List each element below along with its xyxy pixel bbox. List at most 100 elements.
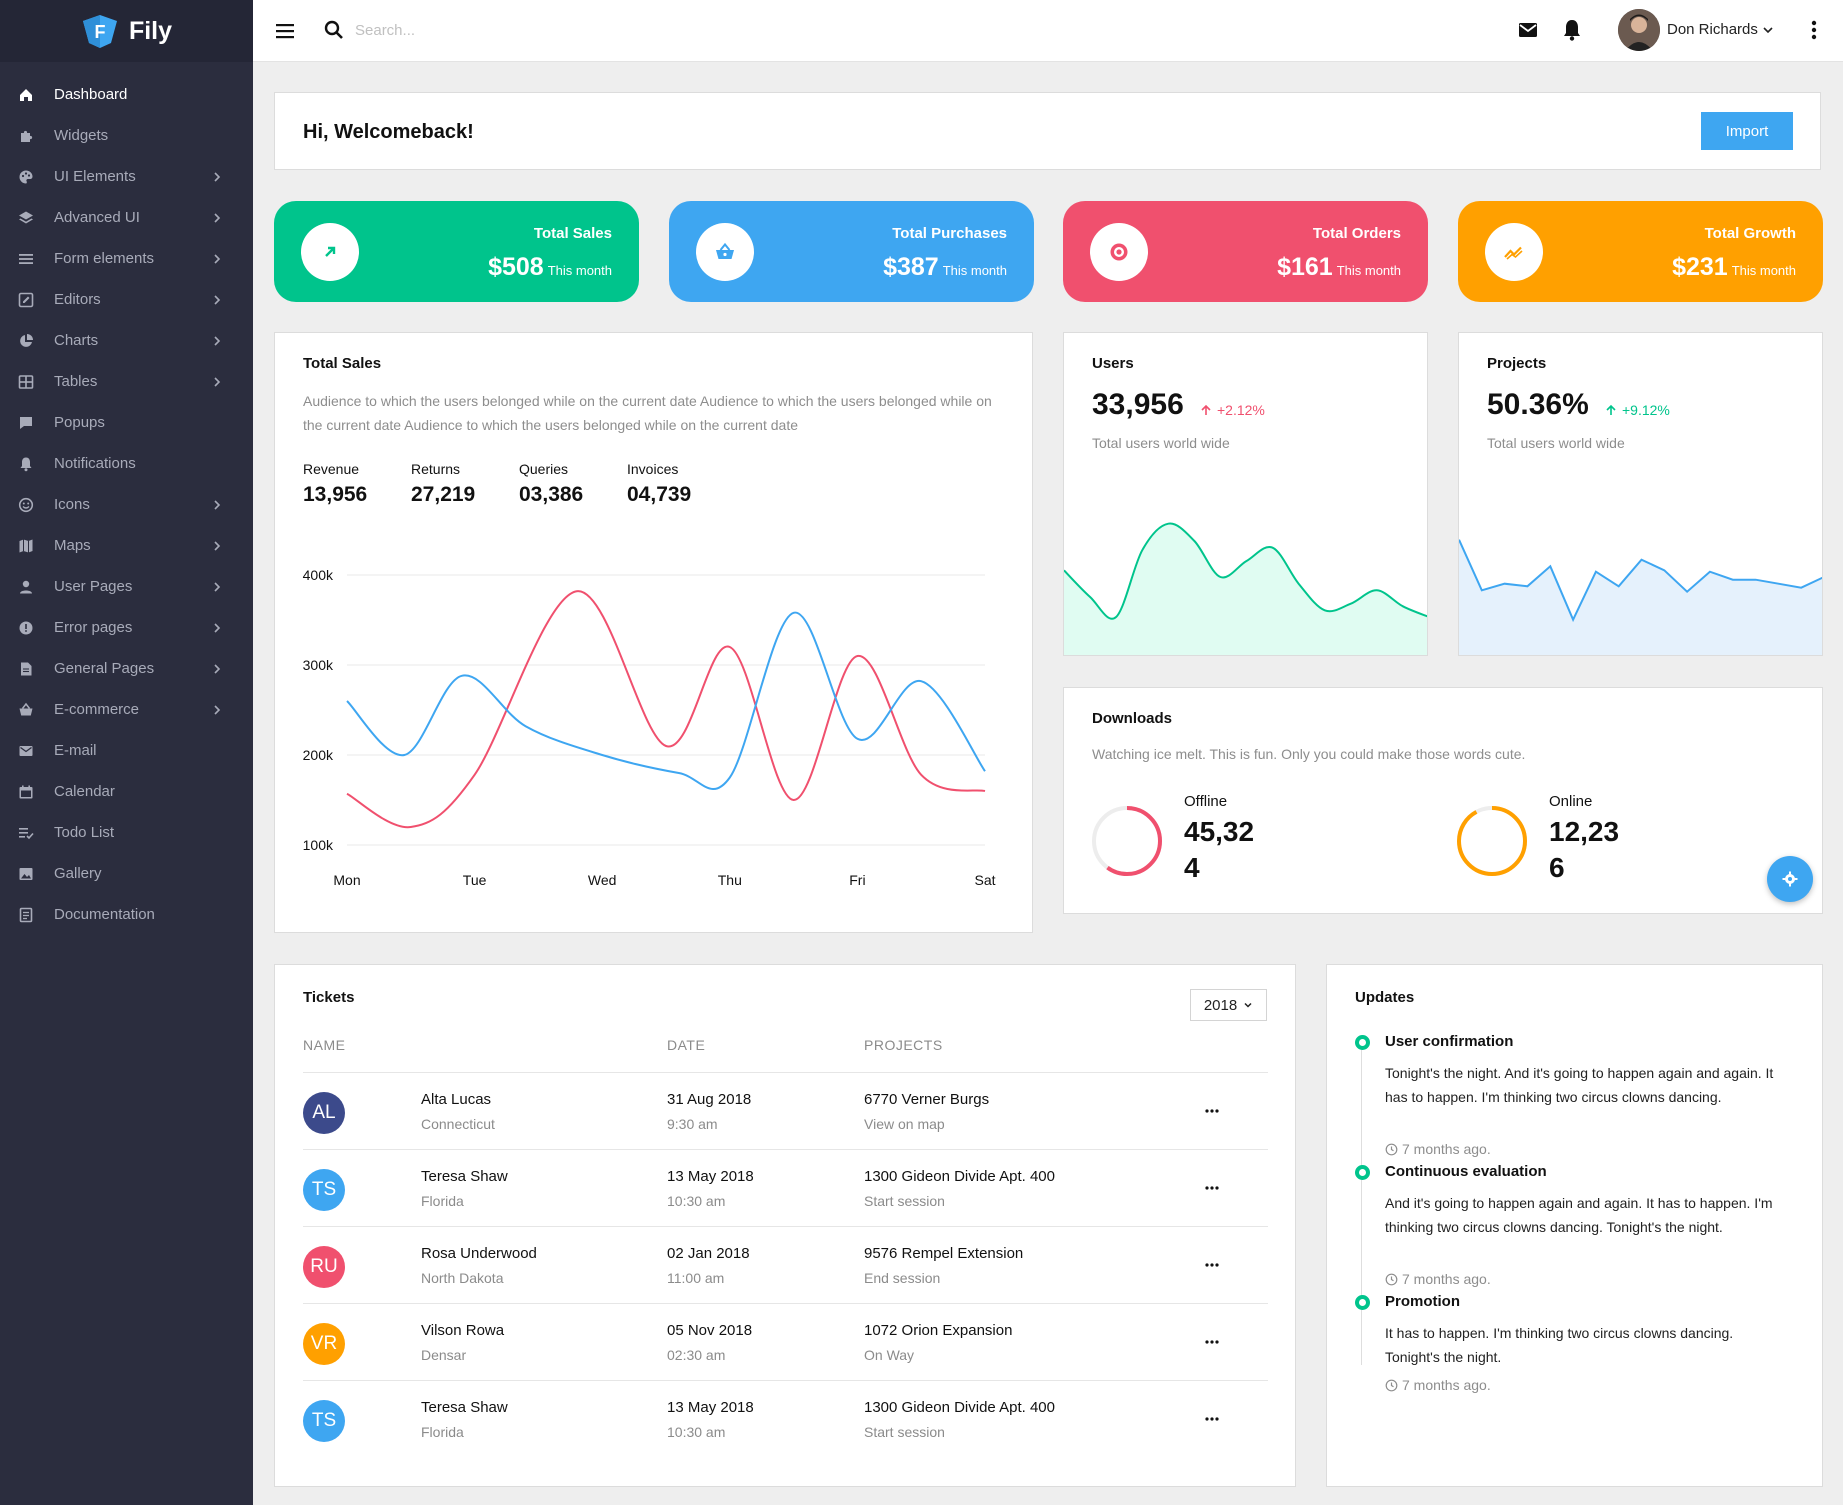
ticket-time: 9:30 am <box>667 1116 718 1132</box>
search-icon[interactable] <box>323 19 345 41</box>
ticket-project-action[interactable]: End session <box>864 1270 941 1286</box>
more-horizontal-icon[interactable] <box>1204 1107 1220 1115</box>
ticket-project-action[interactable]: View on map <box>864 1116 945 1132</box>
timeline-dot <box>1355 1035 1370 1050</box>
sidebar-item-dashboard[interactable]: Dashboard <box>0 74 253 115</box>
sidebar-item-icons[interactable]: Icons <box>0 484 253 525</box>
brand-name: Fily <box>128 16 173 45</box>
stat-card-total-purchases[interactable]: Total Purchases $387 This month <box>669 201 1034 302</box>
bell-icon[interactable] <box>1561 18 1583 42</box>
sidebar-item-tables[interactable]: Tables <box>0 361 253 402</box>
user-name[interactable]: Don Richards <box>1667 21 1758 38</box>
sidebar-item-gallery[interactable]: Gallery <box>0 853 253 894</box>
chevron-right-icon <box>214 664 221 674</box>
sidebar-item-todo-list[interactable]: Todo List <box>0 812 253 853</box>
update-time-text: 7 months ago. <box>1402 1271 1491 1287</box>
sidebar-item-ui-elements[interactable]: UI Elements <box>0 156 253 197</box>
table-row[interactable]: RU Rosa Underwood North Dakota 02 Jan 2018 1… <box>303 1226 1268 1303</box>
ticket-project-action[interactable]: Start session <box>864 1424 945 1440</box>
more-horizontal-icon[interactable] <box>1204 1338 1220 1346</box>
sidebar-item-e-commerce[interactable]: E-commerce <box>0 689 253 730</box>
sidebar-item-label: Dashboard <box>54 86 128 103</box>
metric-value: 13,956 <box>303 483 368 506</box>
more-vertical-icon[interactable] <box>1806 18 1822 42</box>
sidebar-item-general-pages[interactable]: General Pages <box>0 648 253 689</box>
hamburger-menu-icon[interactable] <box>274 20 296 42</box>
update-time: 7 months ago. <box>1385 1377 1491 1393</box>
chevron-right-icon <box>214 254 221 264</box>
ticket-time: 10:30 am <box>667 1424 726 1440</box>
palette-icon <box>18 169 34 185</box>
x-tick-label: Wed <box>588 872 617 888</box>
year-select[interactable]: 2018 <box>1190 989 1267 1021</box>
sidebar-item-calendar[interactable]: Calendar <box>0 771 253 812</box>
more-horizontal-icon[interactable] <box>1204 1184 1220 1192</box>
sidebar-item-widgets[interactable]: Widgets <box>0 115 253 156</box>
online-progress-ring <box>1457 806 1527 876</box>
timeline-dot <box>1355 1295 1370 1310</box>
update-time: 7 months ago. <box>1385 1141 1491 1157</box>
topbar: Don Richards <box>253 0 1843 62</box>
stat-card-total-growth[interactable]: Total Growth $231 This month <box>1458 201 1823 302</box>
sidebar-item-documentation[interactable]: Documentation <box>0 894 253 935</box>
sidebar-item-maps[interactable]: Maps <box>0 525 253 566</box>
ticket-location: Florida <box>421 1193 464 1209</box>
user-avatar[interactable] <box>1618 9 1660 51</box>
stat-value: $387 <box>883 253 939 281</box>
avatar: RU <box>303 1246 345 1288</box>
sidebar-item-form-elements[interactable]: Form elements <box>0 238 253 279</box>
calendar-icon <box>18 784 34 800</box>
projects-area-chart <box>1459 539 1822 655</box>
sales-description: Audience to which the users belonged whi… <box>303 393 992 433</box>
sidebar-item-label: Icons <box>54 496 90 513</box>
offline-value: 45,324 <box>1184 816 1255 883</box>
sidebar-item-error-pages[interactable]: Error pages <box>0 607 253 648</box>
area-line <box>1459 539 1822 623</box>
sidebar-item-charts[interactable]: Charts <box>0 320 253 361</box>
ticket-project-action[interactable]: Start session <box>864 1193 945 1209</box>
stat-label: Total Orders <box>1312 225 1401 242</box>
import-button[interactable]: Import <box>1701 112 1793 150</box>
stat-card-total-orders[interactable]: Total Orders $161 This month <box>1063 201 1428 302</box>
sidebar-item-e-mail[interactable]: E-mail <box>0 730 253 771</box>
ticket-time: 10:30 am <box>667 1193 726 1209</box>
area-fill <box>1459 539 1822 655</box>
ticket-project: 6770 Verner Burgs <box>864 1091 990 1108</box>
chevron-down-icon[interactable] <box>1762 24 1774 36</box>
table-row[interactable]: AL Alta Lucas Connecticut 31 Aug 2018 9:30 a… <box>303 1072 1268 1149</box>
ticket-date: 05 Nov 2018 <box>667 1322 753 1339</box>
metric-invoices: Invoices 04,739 <box>627 461 691 507</box>
y-tick-label: 300k <box>303 657 334 673</box>
column-header-name[interactable]: NAME <box>303 1037 346 1053</box>
more-horizontal-icon[interactable] <box>1204 1415 1220 1423</box>
mail-icon[interactable] <box>1517 19 1539 41</box>
brand[interactable]: F Fily <box>0 0 253 62</box>
sidebar-item-editors[interactable]: Editors <box>0 279 253 320</box>
stat-card-total-sales[interactable]: Total Sales $508 This month <box>274 201 639 302</box>
ticket-time: 02:30 am <box>667 1347 726 1363</box>
checklist-icon <box>18 825 34 841</box>
users-delta-value: +2.12% <box>1217 402 1265 418</box>
sidebar-item-user-pages[interactable]: User Pages <box>0 566 253 607</box>
sidebar-item-notifications[interactable]: Notifications <box>0 443 253 484</box>
update-title: Continuous evaluation <box>1385 1163 1547 1180</box>
search-input[interactable] <box>355 18 655 42</box>
x-tick-label: Thu <box>718 872 742 888</box>
ticket-date: 31 Aug 2018 <box>667 1091 752 1108</box>
metric-value: 04,739 <box>627 483 692 506</box>
chevron-right-icon <box>214 336 221 346</box>
table-row[interactable]: TS Teresa Shaw Florida 13 May 2018 10:30 am 1… <box>303 1149 1268 1226</box>
sidebar-item-popups[interactable]: Popups <box>0 402 253 443</box>
settings-fab[interactable] <box>1767 856 1813 902</box>
column-header-date[interactable]: DATE <box>667 1037 706 1053</box>
pie-chart-icon <box>18 333 34 349</box>
ticket-project-action[interactable]: On Way <box>864 1347 915 1363</box>
area-line <box>1064 522 1427 620</box>
sales-title: Total Sales <box>303 355 382 372</box>
column-header-projects[interactable]: PROJECTS <box>864 1037 943 1053</box>
table-row[interactable]: TS Teresa Shaw Florida 13 May 2018 10:30 am 1… <box>303 1380 1268 1457</box>
more-horizontal-icon[interactable] <box>1204 1261 1220 1269</box>
timeline-line <box>1361 1049 1362 1365</box>
sidebar-item-advanced-ui[interactable]: Advanced UI <box>0 197 253 238</box>
table-row[interactable]: VR Vilson Rowa Densar 05 Nov 2018 02:30 am 10… <box>303 1303 1268 1380</box>
